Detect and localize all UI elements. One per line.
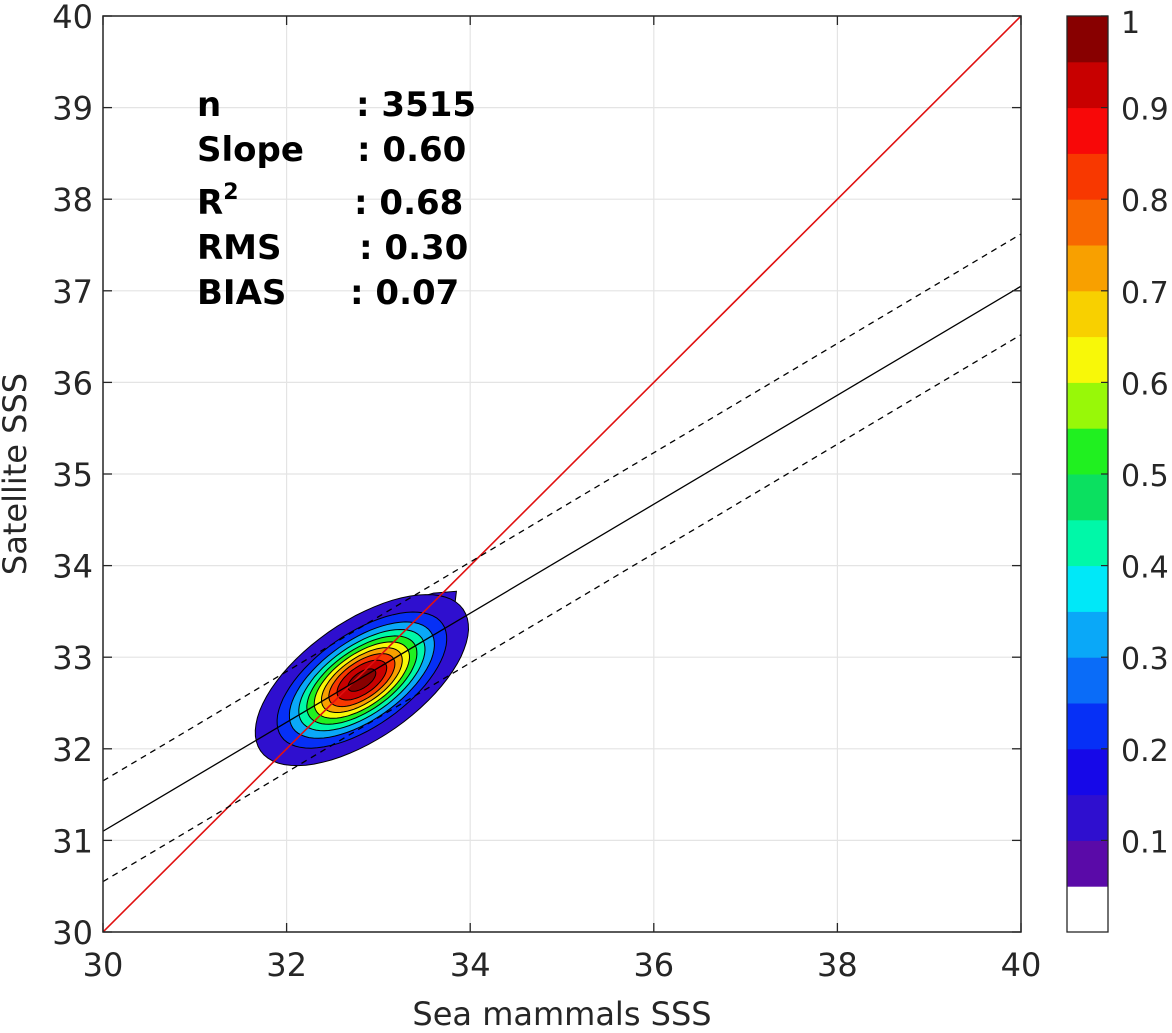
stat-n-label: n [197,85,221,125]
colorbar-segment [1067,840,1108,887]
axis-ticks: 30 32 34 36 38 40 30 31 32 33 34 35 36 37 38 39 40 [52,0,1041,984]
colorbar-segment [1067,153,1108,200]
y-tick-label: 36 [52,364,93,402]
colorbar-tick-label: 0.1 [1121,825,1169,860]
colorbar-segment [1067,748,1108,796]
colorbar-segment [1067,107,1108,154]
colorbar-tick-label: 0.7 [1121,276,1169,311]
colorbar-segment [1067,794,1108,841]
y-axis-label: Satellite SSS [0,373,34,575]
colorbar-tick-label: 0.3 [1121,642,1169,677]
x-tick-label: 34 [450,946,491,984]
regression-line [103,285,1021,832]
y-tick-label: 37 [52,273,93,311]
colorbar-tick-label: 0.4 [1121,551,1169,586]
stat-r2-value: : 0.68 [354,183,463,223]
stat-n-value: : 3515 [356,85,476,125]
stat-slope-value: : 0.60 [357,130,466,170]
colorbar-segment [1067,16,1108,63]
stat-r2-label: R2 [197,180,239,223]
colorbar-tick-label: 0.6 [1121,367,1169,402]
fit-lines [103,16,1021,932]
lower-bound-line [103,334,1021,883]
y-tick-label: 40 [52,0,93,36]
stat-rms-value: : 0.30 [359,228,468,268]
colorbar-segment [1067,611,1108,658]
colorbar-segment [1067,474,1108,521]
stat-r2-base: R [197,183,223,223]
colorbar-segment [1067,565,1108,612]
colorbar-segment [1067,245,1108,292]
stat-rms-label: RMS [197,228,282,268]
y-tick-label: 35 [52,456,93,494]
y-tick-label: 33 [52,639,93,677]
y-tick-label: 39 [52,90,93,128]
stats-annotation: n : 3515 Slope : 0.60 R2 : 0.68 RMS : 0.… [197,85,476,313]
colorbar-segment [1067,336,1108,383]
colorbar-segment [1067,61,1108,109]
y-tick-label: 30 [52,914,93,952]
density-contours [254,590,470,767]
stat-bias-label: BIAS [197,273,286,313]
colorbar-tick-label: 0.2 [1121,734,1169,769]
x-tick-label: 36 [633,946,674,984]
y-tick-label: 32 [52,731,93,769]
colorbar-segment [1067,382,1108,429]
x-tick-label: 40 [1001,946,1042,984]
colorbar-segment [1067,703,1108,750]
y-tick-label: 34 [52,548,93,586]
upper-bound-line [103,233,1021,782]
colorbar-segment [1067,290,1108,338]
colorbar-tick-label: 1 [1121,6,1140,41]
y-tick-label: 31 [52,822,93,860]
stat-bias-value: : 0.07 [350,273,459,313]
colorbar: 1 0.9 0.8 0.7 0.6 0.5 0.4 0.3 0.2 0.1 [1066,6,1169,933]
x-axis-label: Sea mammals SSS [412,995,711,1028]
colorbar-tick-label: 0.8 [1121,184,1169,219]
stat-r2-superscript: 2 [223,180,238,205]
y-tick-label: 38 [52,181,93,219]
x-tick-label: 38 [817,946,858,984]
x-tick-label: 32 [266,946,307,984]
colorbar-segment [1067,886,1108,933]
x-tick-label: 30 [83,946,124,984]
one-to-one-line [103,16,1021,932]
colorbar-tick-label: 0.9 [1121,93,1169,128]
stat-slope-label: Slope [197,130,304,170]
colorbar-segment [1067,428,1108,475]
colorbar-segment [1067,199,1108,246]
colorbar-segment [1067,519,1108,567]
colorbar-tick-label: 0.5 [1121,459,1169,494]
colorbar-segment [1067,657,1108,704]
